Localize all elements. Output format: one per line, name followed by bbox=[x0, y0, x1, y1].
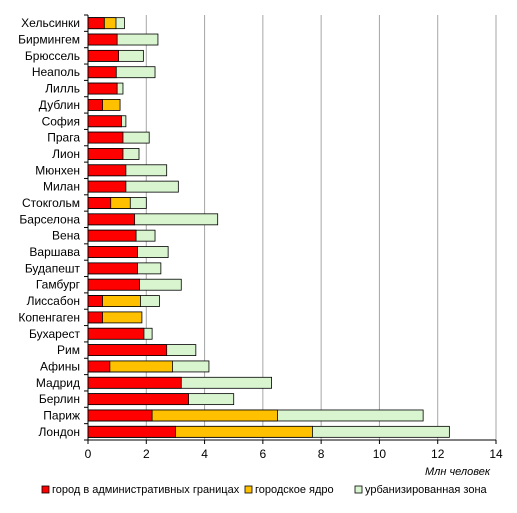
bar bbox=[87, 262, 138, 275]
bar bbox=[87, 246, 138, 258]
category-label: Лилль bbox=[45, 82, 80, 96]
x-tick-label: 4 bbox=[201, 447, 208, 461]
category-label: Берлин bbox=[39, 392, 80, 406]
bar bbox=[87, 295, 103, 307]
bar bbox=[87, 180, 127, 193]
bar bbox=[87, 33, 118, 46]
category-label: Вена bbox=[52, 229, 80, 243]
bar bbox=[87, 344, 168, 357]
legend-swatch bbox=[41, 485, 50, 494]
bar bbox=[87, 213, 136, 226]
axes bbox=[84, 14, 497, 444]
bar bbox=[87, 229, 137, 242]
category-label: Мюнхен bbox=[35, 163, 80, 177]
bar bbox=[87, 409, 153, 422]
category-label: Лиссабон bbox=[27, 294, 80, 308]
x-tick-label: 10 bbox=[373, 447, 387, 461]
bar bbox=[87, 66, 117, 79]
category-label: Стокгольм bbox=[22, 196, 80, 210]
x-axis-title: Млн человек bbox=[425, 466, 491, 478]
category-labels: Хельсинки Бирмингем Брюссель Неаполь Лилль Ду… bbox=[18, 16, 80, 439]
x-tick-label: 12 bbox=[431, 447, 445, 461]
gridlines bbox=[145, 15, 497, 440]
bar bbox=[87, 425, 176, 438]
bar bbox=[87, 148, 124, 160]
bar bbox=[87, 376, 182, 389]
bar bbox=[87, 278, 140, 291]
bar bbox=[87, 327, 145, 340]
bar bbox=[87, 131, 124, 144]
bar bbox=[87, 311, 103, 324]
category-label: Варшава bbox=[29, 245, 80, 259]
category-label: София bbox=[42, 114, 80, 128]
category-label: Бирмингем bbox=[18, 33, 80, 47]
category-label: Будапешт bbox=[25, 261, 81, 275]
category-label: Афины bbox=[40, 359, 80, 373]
bar bbox=[87, 82, 118, 95]
bar bbox=[87, 393, 189, 406]
legend-item: городское ядро bbox=[244, 484, 334, 496]
legend-label: городское ядро bbox=[255, 484, 334, 496]
x-tick-label: 2 bbox=[143, 447, 150, 461]
category-label: Мадрид bbox=[36, 376, 80, 390]
category-label: Лондон bbox=[39, 425, 80, 439]
bar bbox=[87, 17, 105, 30]
category-label: Барселона bbox=[19, 212, 80, 226]
category-label: Дублин bbox=[39, 98, 80, 112]
category-label: Лион bbox=[52, 147, 80, 161]
x-tick-label: 8 bbox=[318, 447, 325, 461]
x-tick-label: 14 bbox=[489, 447, 503, 461]
category-label: Милан bbox=[43, 180, 80, 194]
legend-label: город в административных границах bbox=[52, 484, 240, 496]
category-label: Гамбург bbox=[36, 278, 81, 292]
bars bbox=[87, 17, 450, 438]
legend-swatch bbox=[244, 485, 253, 494]
bar bbox=[87, 360, 111, 373]
category-label: Париж bbox=[43, 408, 80, 422]
category-label: Бухарест bbox=[29, 327, 80, 341]
category-label: Прага bbox=[47, 131, 80, 145]
x-tick-label: 6 bbox=[260, 447, 267, 461]
legend-swatch bbox=[354, 485, 363, 494]
category-label: Копенгаген bbox=[18, 310, 80, 324]
bar bbox=[87, 99, 103, 111]
category-label: Неаполь bbox=[32, 65, 80, 79]
legend: город в административных границах городск… bbox=[41, 484, 488, 496]
legend-item: урбанизированная зона bbox=[354, 484, 488, 496]
bar bbox=[87, 164, 127, 177]
category-label: Брюссель bbox=[25, 49, 80, 63]
bar bbox=[87, 197, 112, 209]
legend-item: город в административных границах bbox=[41, 484, 240, 496]
category-label: Рим bbox=[57, 343, 80, 357]
x-tick-label: 0 bbox=[85, 447, 92, 461]
bar bbox=[87, 49, 120, 62]
legend-label: урбанизированная зона bbox=[365, 484, 488, 496]
x-tick-labels: 0 2 4 6 8 10 12 14 bbox=[85, 447, 503, 461]
bar bbox=[87, 115, 122, 128]
category-label: Хельсинки bbox=[21, 16, 80, 30]
